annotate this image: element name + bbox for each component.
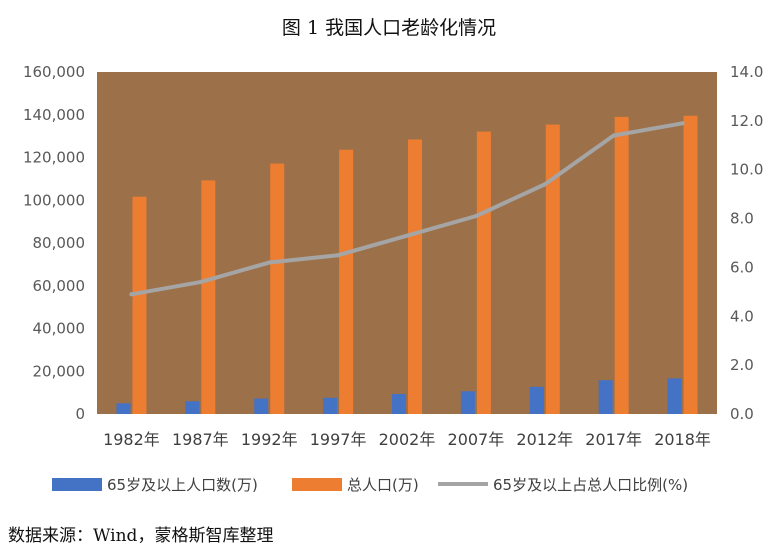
bar-elderly-population [392,393,406,414]
legend: 65岁及以上人口数(万) 总人口(万) 65岁及以上占总人口比例(%) [52,476,688,494]
x-tick-label: 2017年 [585,430,642,449]
source-note: 数据来源：Wind，蒙格斯智库整理 [8,526,273,546]
ratio-point [267,260,272,265]
bar-total-population [270,163,285,414]
ratio-point [611,133,616,138]
left-tick-label: 80,000 [33,234,86,252]
chart-title: 图 1 我国人口老龄化情况 [282,17,496,39]
legend-label-ratio: 65岁及以上占总人口比例(%) [493,476,688,494]
plot-area [97,72,717,414]
left-tick-label: 140,000 [23,106,85,124]
bar-elderly-population [116,403,131,414]
bar-elderly-population [529,386,544,414]
right-tick-label: 8.0 [730,210,754,228]
bar-total-population [132,196,147,414]
x-tick-label: 1992年 [241,430,298,449]
x-tick-label: 1997年 [310,430,367,449]
right-tick-label: 14.0 [730,63,763,81]
bar-total-population [201,180,216,414]
x-tick-label: 2007年 [448,430,505,449]
bar-total-population [683,115,698,415]
left-tick-label: 100,000 [23,191,85,209]
ratio-point [680,121,685,126]
left-tick-label: 0 [75,405,85,423]
ratio-point [473,214,478,219]
legend-swatch-total [292,478,342,491]
x-tick-label: 2012年 [516,430,573,449]
left-tick-label: 160,000 [23,63,85,81]
left-tick-label: 20,000 [33,362,86,380]
legend-label-elderly: 65岁及以上人口数(万) [107,476,258,494]
right-tick-label: 10.0 [730,161,763,179]
left-tick-label: 40,000 [33,320,86,338]
legend-label-total: 总人口(万) [347,476,419,494]
bar-elderly-population [460,391,475,414]
bar-total-population [476,131,491,414]
bar-total-population [408,139,422,415]
ratio-point [542,182,547,187]
ratio-point [129,292,134,297]
right-tick-label: 4.0 [730,307,754,325]
right-tick-label: 2.0 [730,356,754,374]
bar-total-population [545,124,560,415]
bar-elderly-population [254,398,269,414]
right-axis: 0.0 2.0 4.0 6.0 8.0 10.0 12.0 14.0 [730,63,763,423]
ratio-line [129,121,685,297]
left-tick-label: 60,000 [33,277,86,295]
bar-total-population [614,116,629,415]
left-axis: 0 20,000 40,000 60,000 80,000 100,000 120,000 1… [23,63,85,423]
x-tick-label: 2002年 [379,430,436,449]
right-tick-label: 0.0 [730,405,754,423]
x-tick-label: 2018年 [654,430,711,449]
right-tick-label: 6.0 [730,258,754,276]
ratio-point [336,253,341,258]
legend-swatch-elderly [52,478,102,491]
left-tick-label: 120,000 [23,149,85,167]
bar-elderly-population [323,397,338,414]
right-tick-label: 12.0 [730,112,763,130]
bar-elderly-population [598,380,613,414]
x-tick-label: 1982年 [103,430,160,449]
x-axis: 1982年 1987年 1992年 1997年 2002年 2007年 2012年 2017年… [103,430,711,449]
ratio-point [405,233,409,238]
ratio-point [198,280,203,285]
bars [116,115,698,415]
bar-elderly-population [185,401,200,414]
bar-total-population [339,149,354,414]
bar-elderly-population [667,378,682,414]
x-tick-label: 1987年 [172,430,229,449]
